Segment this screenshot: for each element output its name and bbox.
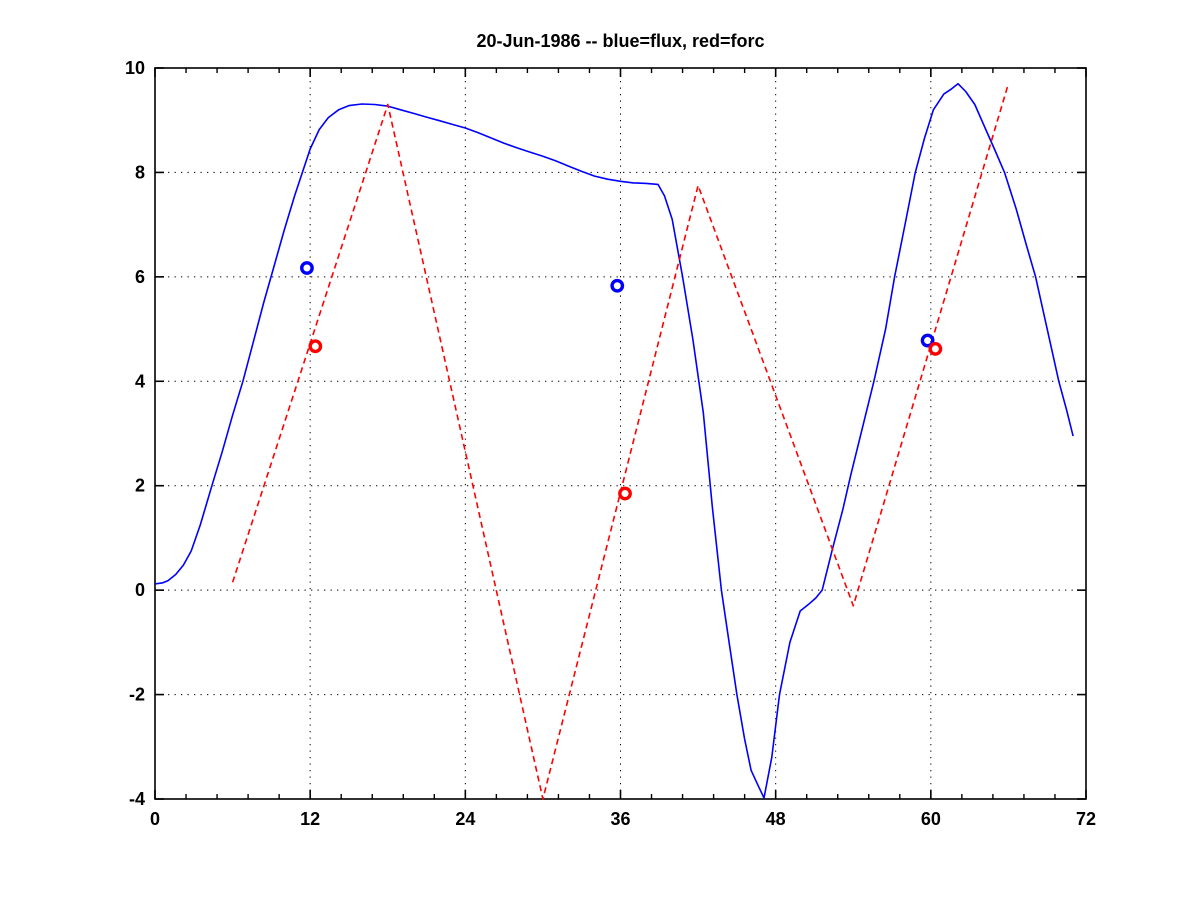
flux-observation-marker [920,333,935,348]
y-tick-label: -4 [129,789,145,809]
y-tick-label: 4 [135,371,145,391]
x-tick-label: 24 [455,809,475,829]
forc-observation-marker [928,342,943,356]
y-tick-label: 0 [135,580,145,600]
x-tick-label: 60 [921,809,941,829]
y-tick-label: 10 [125,58,145,78]
x-tick-label: 72 [1076,809,1096,829]
x-tick-label: 12 [300,809,320,829]
x-tick-label: 36 [610,809,630,829]
x-tick-label: 48 [766,809,786,829]
y-tick-label: 2 [135,476,145,496]
flux-observation-marker [300,261,314,275]
y-tick-label: -2 [129,685,145,705]
y-tick-label: 6 [135,267,145,287]
flux-line [154,82,1074,799]
forc-observation-marker [618,486,632,501]
flux-observation-marker [610,278,625,293]
chart-title: 20-Jun-1986 -- blue=flux, red=forc [476,31,765,51]
forc-observation-marker [308,339,323,354]
axes-box [154,67,1087,800]
x-tick-label: 0 [150,809,160,829]
y-tick-label: 8 [135,162,145,182]
forc-line [231,83,1010,800]
